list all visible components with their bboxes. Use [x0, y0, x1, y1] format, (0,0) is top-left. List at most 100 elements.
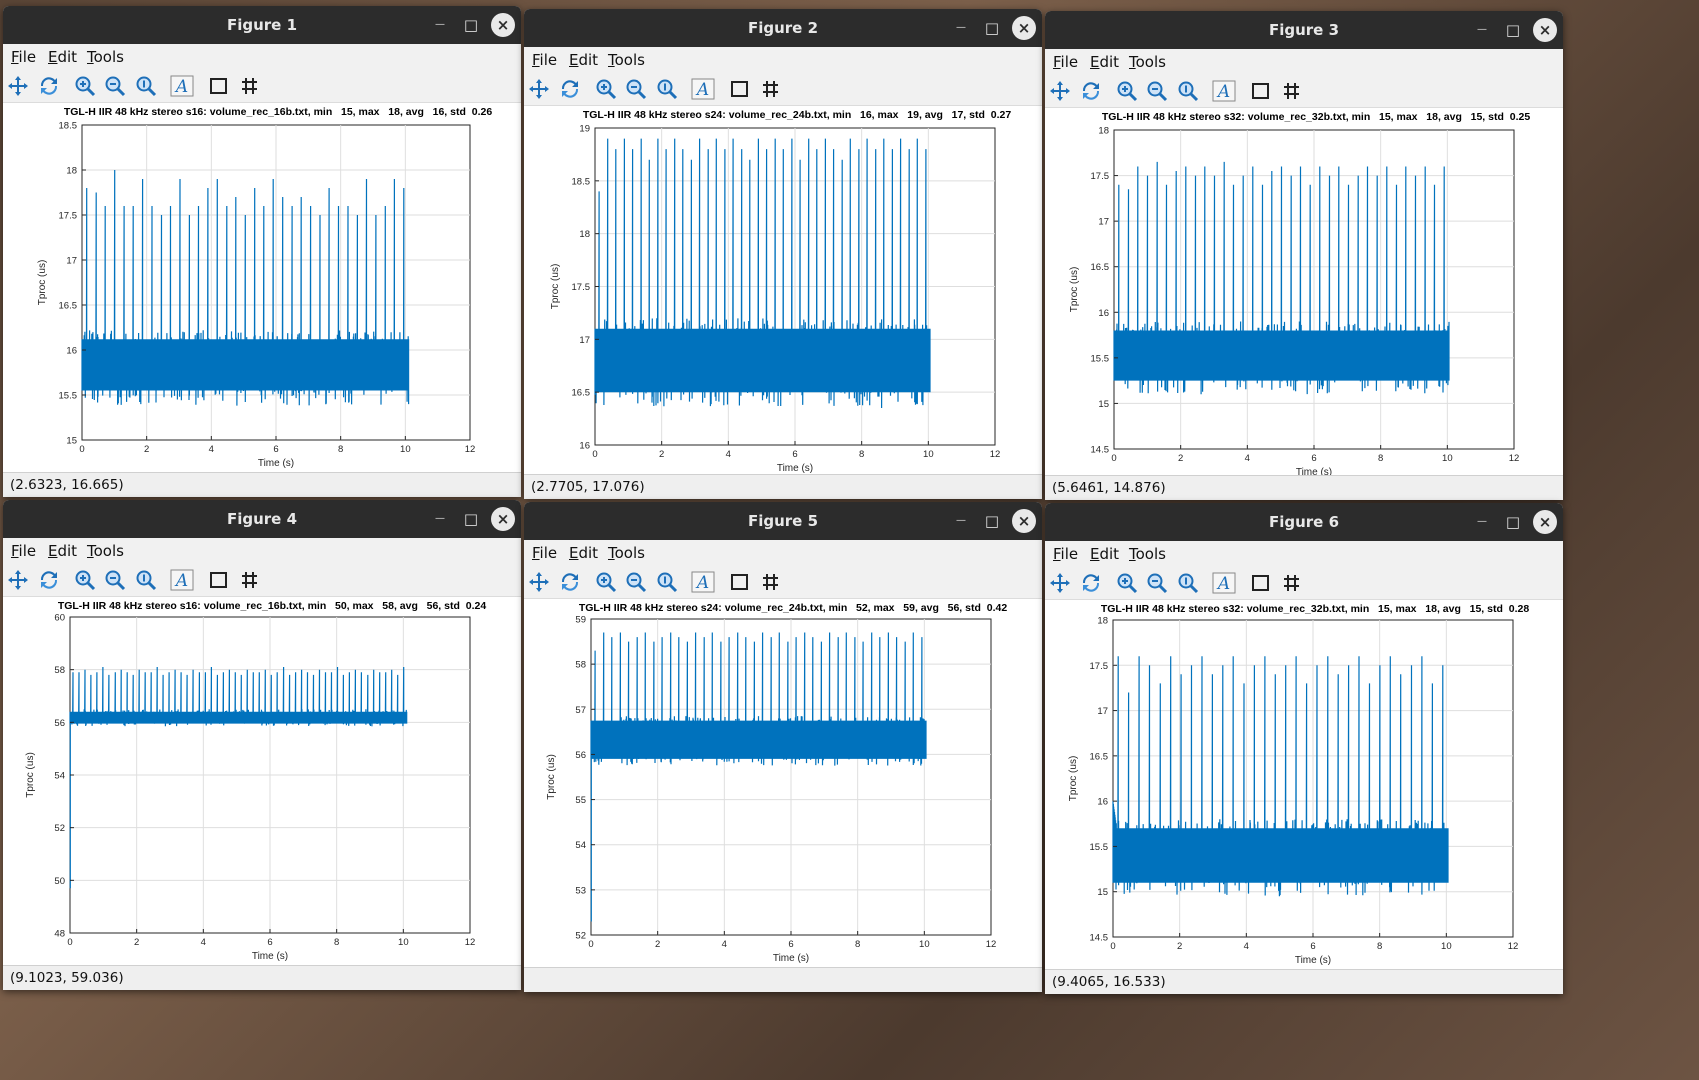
rotate-icon[interactable]: [37, 75, 61, 97]
zoom-in-icon[interactable]: [73, 569, 97, 591]
rotate-icon[interactable]: [558, 78, 582, 100]
menu-file[interactable]: File: [1053, 53, 1079, 71]
maximize-button[interactable]: □: [463, 510, 479, 528]
menu-edit[interactable]: Edit: [48, 542, 78, 560]
maximize-button[interactable]: □: [984, 19, 1000, 37]
menu-file[interactable]: File: [532, 51, 558, 69]
pan-icon[interactable]: [527, 571, 551, 593]
grid-icon[interactable]: [238, 75, 262, 97]
zoom-reset-icon[interactable]: [1176, 80, 1200, 102]
plot-area[interactable]: TGL-H IIR 48 kHz stereo s16: volume_rec_…: [3, 103, 521, 472]
maximize-button[interactable]: □: [984, 512, 1000, 530]
zoom-in-icon[interactable]: [594, 571, 618, 593]
menu-edit[interactable]: Edit: [1090, 53, 1120, 71]
zoom-out-icon[interactable]: [103, 75, 127, 97]
rotate-icon[interactable]: [1079, 572, 1103, 594]
zoom-reset-icon[interactable]: [134, 75, 158, 97]
rotate-icon[interactable]: [1079, 80, 1103, 102]
plot-area[interactable]: TGL-H IIR 48 kHz stereo s16: volume_rec_…: [3, 597, 521, 965]
menu-edit[interactable]: Edit: [569, 544, 599, 562]
rotate-icon[interactable]: [37, 569, 61, 591]
text-icon[interactable]: A: [170, 569, 194, 591]
title-bar[interactable]: Figure 2 — □ ×: [524, 9, 1042, 47]
close-button[interactable]: ×: [1012, 509, 1036, 533]
title-bar[interactable]: Figure 6 — □ ×: [1045, 503, 1563, 541]
menu-file[interactable]: File: [1053, 545, 1079, 563]
close-button[interactable]: ×: [1012, 16, 1036, 40]
zoom-out-icon[interactable]: [103, 569, 127, 591]
title-bar[interactable]: Figure 5 — □ ×: [524, 502, 1042, 540]
text-icon[interactable]: A: [1212, 80, 1236, 102]
maximize-button[interactable]: □: [1505, 21, 1521, 39]
figure-window[interactable]: Figure 3 — □ × File Edit Tools A TGL-H IIR 48 kH…: [1045, 11, 1563, 500]
menu-tools[interactable]: Tools: [608, 51, 645, 69]
plot-area[interactable]: TGL-H IIR 48 kHz stereo s24: volume_rec_…: [524, 106, 1042, 474]
box-icon[interactable]: [1249, 572, 1273, 594]
zoom-in-icon[interactable]: [594, 78, 618, 100]
rotate-icon[interactable]: [558, 571, 582, 593]
zoom-out-icon[interactable]: [624, 571, 648, 593]
zoom-out-icon[interactable]: [624, 78, 648, 100]
zoom-in-icon[interactable]: [1115, 80, 1139, 102]
zoom-in-icon[interactable]: [73, 75, 97, 97]
close-button[interactable]: ×: [1533, 18, 1557, 42]
close-button[interactable]: ×: [1533, 510, 1557, 534]
close-button[interactable]: ×: [491, 507, 515, 531]
menu-tools[interactable]: Tools: [87, 542, 124, 560]
figure-window[interactable]: Figure 4 — □ × File Edit Tools A TGL-H IIR 48 kH…: [3, 500, 521, 990]
grid-icon[interactable]: [759, 571, 783, 593]
zoom-reset-icon[interactable]: [1176, 572, 1200, 594]
maximize-button[interactable]: □: [1505, 513, 1521, 531]
box-icon[interactable]: [1249, 80, 1273, 102]
minimize-button[interactable]: —: [956, 515, 966, 526]
maximize-button[interactable]: □: [463, 16, 479, 34]
close-button[interactable]: ×: [491, 13, 515, 37]
grid-icon[interactable]: [1280, 80, 1304, 102]
box-icon[interactable]: [728, 78, 752, 100]
title-bar[interactable]: Figure 3 — □ ×: [1045, 11, 1563, 49]
title-bar[interactable]: Figure 4 — □ ×: [3, 500, 521, 538]
title-bar[interactable]: Figure 1 — □ ×: [3, 6, 521, 44]
minimize-button[interactable]: —: [1477, 24, 1487, 35]
zoom-out-icon[interactable]: [1145, 80, 1169, 102]
menu-tools[interactable]: Tools: [1129, 545, 1166, 563]
menu-file[interactable]: File: [11, 48, 37, 66]
plot-area[interactable]: TGL-H IIR 48 kHz stereo s32: volume_rec_…: [1045, 600, 1563, 969]
menu-file[interactable]: File: [532, 544, 558, 562]
minimize-button[interactable]: —: [956, 22, 966, 33]
pan-icon[interactable]: [1048, 572, 1072, 594]
text-icon[interactable]: A: [1212, 572, 1236, 594]
grid-icon[interactable]: [1280, 572, 1304, 594]
menu-edit[interactable]: Edit: [48, 48, 78, 66]
menu-edit[interactable]: Edit: [1090, 545, 1120, 563]
pan-icon[interactable]: [527, 78, 551, 100]
grid-icon[interactable]: [759, 78, 783, 100]
grid-icon[interactable]: [238, 569, 262, 591]
zoom-reset-icon[interactable]: [655, 78, 679, 100]
pan-icon[interactable]: [1048, 80, 1072, 102]
plot-area[interactable]: TGL-H IIR 48 kHz stereo s24: volume_rec_…: [524, 599, 1042, 967]
box-icon[interactable]: [207, 569, 231, 591]
pan-icon[interactable]: [6, 569, 30, 591]
menu-file[interactable]: File: [11, 542, 37, 560]
figure-window[interactable]: Figure 5 — □ × File Edit Tools A TGL-H IIR 48 kH…: [524, 502, 1042, 992]
menu-tools[interactable]: Tools: [608, 544, 645, 562]
minimize-button[interactable]: —: [435, 513, 445, 524]
text-icon[interactable]: A: [691, 571, 715, 593]
zoom-reset-icon[interactable]: [655, 571, 679, 593]
figure-window[interactable]: Figure 6 — □ × File Edit Tools A TGL-H IIR 48 kH…: [1045, 503, 1563, 994]
plot-area[interactable]: TGL-H IIR 48 kHz stereo s32: volume_rec_…: [1045, 108, 1563, 475]
minimize-button[interactable]: —: [1477, 516, 1487, 527]
menu-edit[interactable]: Edit: [569, 51, 599, 69]
figure-window[interactable]: Figure 2 — □ × File Edit Tools A TGL-H IIR 48 kH…: [524, 9, 1042, 499]
box-icon[interactable]: [207, 75, 231, 97]
zoom-reset-icon[interactable]: [134, 569, 158, 591]
minimize-button[interactable]: —: [435, 19, 445, 30]
box-icon[interactable]: [728, 571, 752, 593]
zoom-out-icon[interactable]: [1145, 572, 1169, 594]
text-icon[interactable]: A: [691, 78, 715, 100]
figure-window[interactable]: Figure 1 — □ × File Edit Tools A TGL-H IIR 48 kH…: [3, 6, 521, 497]
menu-tools[interactable]: Tools: [87, 48, 124, 66]
zoom-in-icon[interactable]: [1115, 572, 1139, 594]
menu-tools[interactable]: Tools: [1129, 53, 1166, 71]
